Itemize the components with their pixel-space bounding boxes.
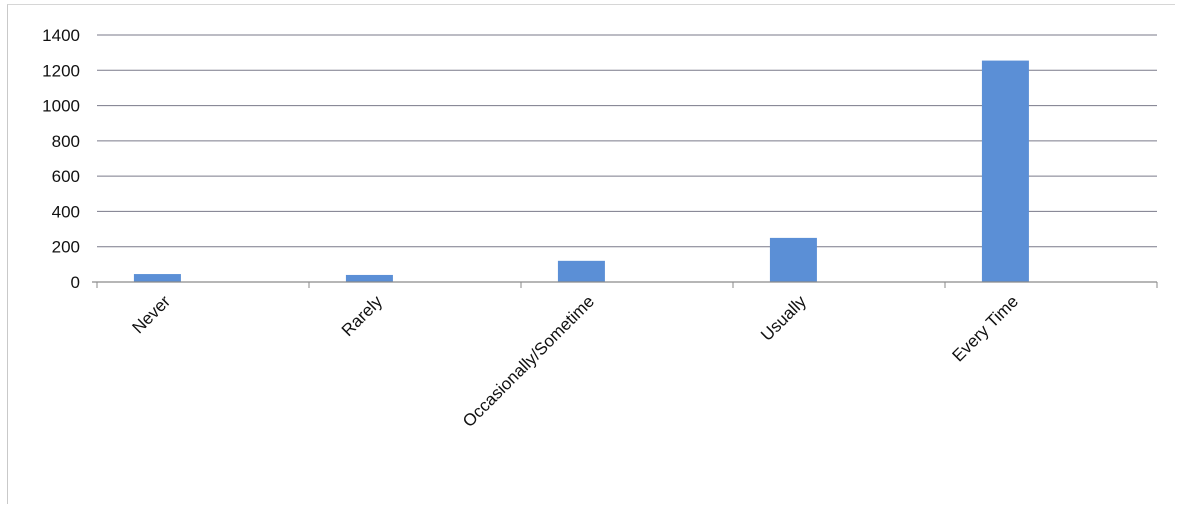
x-axis-category-labels: Never Rarely Occasionally/Sometime Usually E… (129, 292, 1023, 431)
y-tick-label: 1000 (42, 97, 80, 116)
x-category-label: Occasionally/Sometime (459, 292, 598, 431)
y-tick-label: 400 (52, 202, 80, 221)
x-axis (92, 281, 1158, 288)
bar (133, 274, 181, 282)
x-category-label: Usually (757, 292, 810, 345)
bar (769, 237, 817, 282)
x-category-label: Rarely (338, 292, 387, 341)
chart-frame (7, 4, 1175, 504)
x-category-label: Every Time (948, 292, 1022, 366)
y-tick-label: 200 (52, 238, 80, 257)
gridlines (97, 34, 1157, 248)
y-tick-label: 0 (71, 273, 80, 292)
bar (981, 60, 1029, 283)
bars (133, 60, 1029, 283)
y-tick-label: 600 (52, 167, 80, 186)
bar (557, 260, 605, 282)
y-axis-tick-labels: 0 200 400 600 800 1000 1200 1400 (42, 26, 80, 292)
y-tick-label: 800 (52, 132, 80, 151)
bar (345, 274, 393, 282)
y-tick-label: 1200 (42, 61, 80, 80)
y-tick-label: 1400 (42, 26, 80, 45)
x-category-label: Never (129, 292, 175, 338)
